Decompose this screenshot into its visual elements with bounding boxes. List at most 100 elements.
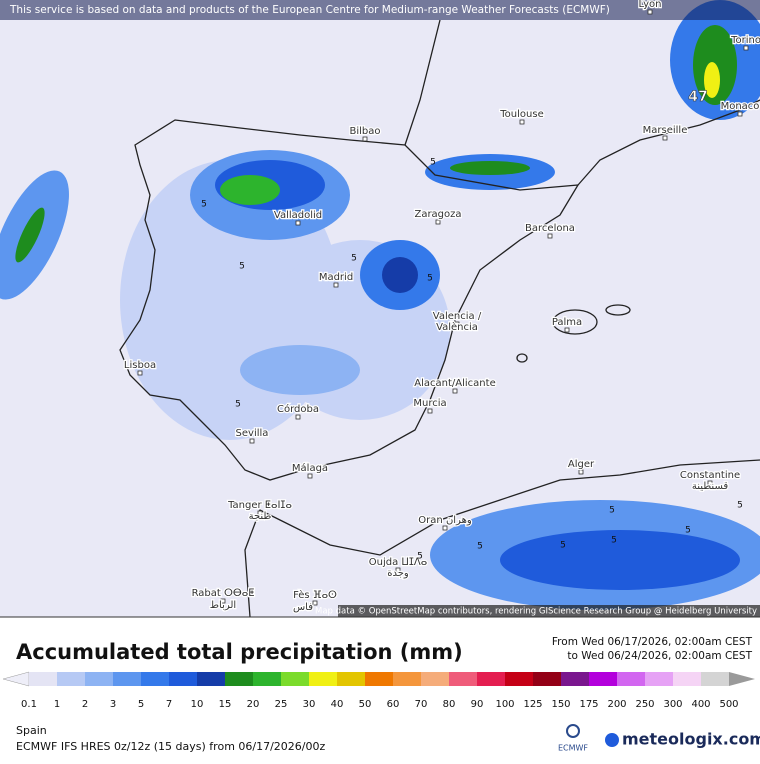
city-marker (249, 438, 255, 444)
city-label: Monaco (721, 101, 760, 112)
contour-label: 5 (427, 274, 433, 284)
city-marker (519, 119, 525, 125)
contour-label: 5 (430, 158, 436, 168)
legend-swatch (281, 672, 309, 686)
contour-label: 5 (685, 526, 691, 536)
island (516, 353, 528, 363)
precip-area (220, 175, 280, 205)
legend-level: 200 (607, 699, 626, 710)
legend-level: 125 (523, 699, 542, 710)
city-label: Valladolid (274, 210, 322, 221)
date-from: From Wed 06/17/2026, 02:00am CEST (552, 636, 753, 648)
contour-label: 5 (477, 542, 483, 552)
city-marker (295, 220, 301, 226)
france-coast (404, 19, 441, 146)
legend-swatch (365, 672, 393, 686)
africa-coast (244, 459, 760, 618)
legend-swatch (673, 672, 701, 686)
legend-arrow-low (2, 671, 30, 687)
legend-swatch (477, 672, 505, 686)
city-label: Oran وهران (418, 515, 472, 526)
island (605, 304, 631, 316)
city-marker (454, 321, 460, 327)
city-marker (333, 282, 339, 288)
legend-swatch (169, 672, 197, 686)
city-label: Málaga (292, 462, 328, 474)
city-label: Madrid (319, 272, 353, 283)
city-label: Murcia (413, 398, 446, 409)
legend-swatch (197, 672, 225, 686)
city-marker (312, 600, 318, 606)
city-label: València (436, 321, 478, 333)
city-marker (362, 136, 368, 142)
city-marker (452, 388, 458, 394)
legend-swatch (449, 672, 477, 686)
legend-arrow-high (729, 672, 755, 686)
max-label: 47 (688, 89, 707, 105)
contour-label: 5 (351, 254, 357, 264)
legend-level: 300 (663, 699, 682, 710)
precip-area (382, 257, 418, 293)
city-label: Rabat ⵔⴱⴰⵟ (192, 588, 255, 599)
contour-label: 5 (235, 400, 241, 410)
legend-swatch (505, 672, 533, 686)
city-marker (547, 233, 553, 239)
legend-level: 20 (247, 699, 260, 710)
legend-level: 70 (415, 699, 428, 710)
contour-label: 5 (417, 552, 423, 562)
city-marker (564, 327, 570, 333)
iberia-coast (119, 119, 580, 481)
legend-level: 10 (191, 699, 204, 710)
legend-level: 250 (635, 699, 654, 710)
city-label: Bilbao (349, 126, 380, 137)
legend-swatch (645, 672, 673, 686)
precip-area (450, 161, 530, 175)
date-to: to Wed 06/24/2026, 02:00am CEST (567, 650, 752, 662)
model-info: ECMWF IFS HRES 0z/12z (15 days) from 06/… (16, 740, 326, 753)
city-label: Torino (730, 35, 760, 46)
legend-level: 500 (719, 699, 738, 710)
city-label: Oujda ⵡⵊⴷⴰ (369, 557, 428, 568)
city-label: قسنطينة (692, 481, 729, 492)
precip-area (15, 207, 45, 263)
legend-level: 40 (331, 699, 344, 710)
ecmwf-logo: ECMWF (558, 744, 588, 753)
city-label: Palma (552, 317, 582, 328)
brand: meteologix.com (622, 730, 760, 749)
city-label: Alacant/Alicante (414, 378, 495, 389)
legend-swatch (589, 672, 617, 686)
city-label: Córdoba (277, 403, 319, 415)
contour-label: 5 (609, 506, 615, 516)
city-marker (295, 414, 301, 420)
banner: This service is based on data and produc… (9, 4, 610, 16)
city-marker (578, 469, 584, 475)
precipitation (0, 0, 760, 610)
city-label: Marseille (643, 125, 688, 136)
city-marker (647, 9, 653, 15)
city-label: Constantine (680, 470, 740, 481)
legend-swatch (617, 672, 645, 686)
ecmwf-icon (566, 724, 580, 738)
legend-level: 60 (387, 699, 400, 710)
legend-swatch (29, 672, 57, 686)
brand-icon (605, 733, 619, 747)
legend-level: 150 (551, 699, 570, 710)
legend-swatch (337, 672, 365, 686)
legend-level: 2 (82, 699, 88, 710)
legend-swatch (309, 672, 337, 686)
legend-swatch (393, 672, 421, 686)
legend-level: 5 (138, 699, 144, 710)
city-marker (427, 408, 433, 414)
legend-level: 80 (443, 699, 456, 710)
city-label: Sevilla (236, 428, 269, 439)
contour-label: 5 (239, 262, 245, 272)
attribution: Map data © OpenStreetMap contributors, r… (315, 607, 757, 617)
legend-swatch (113, 672, 141, 686)
island (552, 309, 598, 335)
city-marker (257, 510, 263, 516)
city-label: Toulouse (499, 109, 543, 120)
city-label: وجدة (387, 568, 409, 579)
legend-swatch (701, 672, 729, 686)
